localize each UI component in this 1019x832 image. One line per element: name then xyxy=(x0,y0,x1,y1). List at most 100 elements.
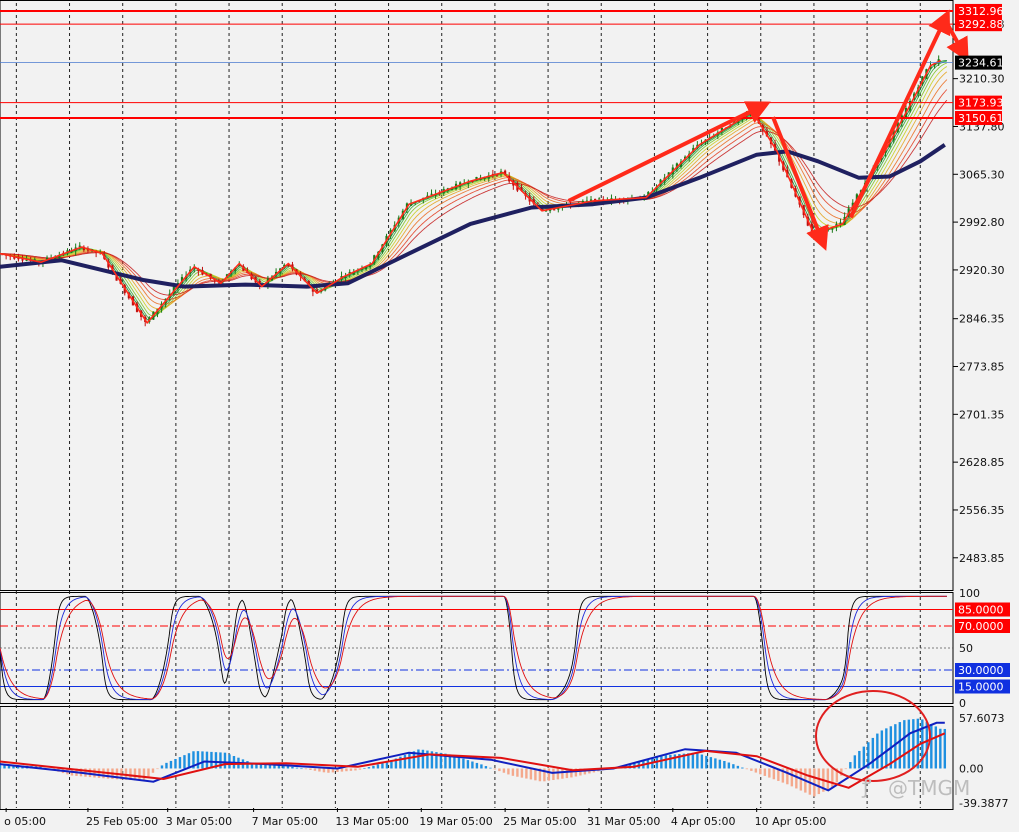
macd-histogram-bar xyxy=(930,724,933,769)
price-axis-tick-label: 2628.85 xyxy=(959,456,1005,469)
highlight-circle xyxy=(815,690,931,782)
time-axis-tick-label: 10 Apr 05:00 xyxy=(755,815,827,828)
macd-histogram-bar xyxy=(502,768,506,773)
macd-histogram-bar xyxy=(340,768,344,772)
macd-histogram-bar xyxy=(318,768,321,772)
level-price-tag-label: 3292.88 xyxy=(958,18,1004,31)
macd-histogram-bar xyxy=(138,768,141,781)
candle-body xyxy=(283,264,286,268)
macd-histogram-bar xyxy=(169,760,173,769)
macd-histogram-bar xyxy=(781,768,785,783)
oscillator-level-tag xyxy=(955,602,1010,617)
macd-histogram-bar xyxy=(723,760,726,769)
macd-histogram-bar xyxy=(322,768,326,773)
price-axis: 3292.883210.303137.803065.302992.802920.… xyxy=(953,3,1010,810)
candle-body xyxy=(544,210,548,212)
candle-body xyxy=(733,120,736,123)
macd-histogram-bar xyxy=(669,754,672,769)
macd-histogram-bar xyxy=(840,768,843,776)
level-price-tag-label: 3312.96 xyxy=(958,5,1004,18)
level-price-tag xyxy=(955,111,1002,126)
macd-histogram-bar xyxy=(372,765,375,769)
time-axis-tick-label: 25 Mar 05:00 xyxy=(503,815,576,828)
macd-histogram-bar xyxy=(556,768,560,780)
price-axis-tick-label: 2920.30 xyxy=(959,264,1005,277)
macd-histogram-bar xyxy=(570,768,573,778)
macd-histogram-bar xyxy=(925,721,929,769)
macd-histogram-bar xyxy=(732,764,735,769)
watermark-logo-icon: ꝭ xyxy=(861,774,872,798)
macd-histogram-bar xyxy=(286,766,290,769)
oscillator-level-tag xyxy=(955,619,1010,633)
macd-histogram-bar xyxy=(385,761,389,769)
macd-histogram-bar xyxy=(543,768,546,782)
macd-histogram-bar xyxy=(304,768,308,770)
time-axis-tick-label: 3 Mar 05:00 xyxy=(166,815,232,828)
macd-histogram-bar xyxy=(345,768,348,772)
candle-body xyxy=(364,266,368,270)
candle-body xyxy=(369,264,372,268)
macd-histogram-bar xyxy=(412,751,416,769)
macd-histogram-bar xyxy=(327,768,330,773)
macd-histogram-bar xyxy=(376,764,380,769)
time-axis: o 05:00 25 Feb 05:00 3 Mar 05:00 7 Mar 05:0… xyxy=(4,808,826,828)
candle-body xyxy=(25,259,28,261)
macd-histogram-bar xyxy=(403,754,407,769)
oscillator-level-tag-label: 15.0000 xyxy=(958,681,1004,694)
macd-histogram-bar xyxy=(772,768,776,780)
candle-body xyxy=(287,265,290,267)
macd-histogram-bar xyxy=(525,768,528,779)
macd-histogram-bar xyxy=(133,768,137,781)
price-axis-tick-label: 2556.35 xyxy=(959,504,1005,517)
macd-histogram-bar xyxy=(363,768,366,769)
macd-histogram-bar xyxy=(457,757,461,769)
macd-histogram-bar xyxy=(520,768,524,778)
macd-histogram-bar xyxy=(844,768,848,770)
oscillator-level-tag xyxy=(955,679,1010,694)
macd-histogram-bar xyxy=(552,768,555,781)
ribbon-ma-line xyxy=(0,99,948,296)
candle-body xyxy=(107,261,110,268)
candle-body xyxy=(344,276,347,279)
macd-histogram-bar xyxy=(673,754,677,769)
macd-histogram-bar xyxy=(205,751,209,769)
macd-histogram-bar xyxy=(898,722,902,769)
candle-body xyxy=(58,254,61,258)
macd-histogram-bar xyxy=(291,766,294,769)
stochastic-panel xyxy=(0,595,953,701)
macd-histogram-bar xyxy=(696,753,699,769)
oscillator-level-tag-label: 85.0000 xyxy=(958,604,1004,617)
time-axis-tick-label: 19 Mar 05:00 xyxy=(419,815,492,828)
macd-histogram-bar xyxy=(273,765,276,769)
candle-body xyxy=(557,208,560,210)
macd-histogram-bar xyxy=(727,762,731,769)
candle-body xyxy=(352,271,355,275)
macd-histogram-bar xyxy=(574,768,578,777)
candle-body xyxy=(520,187,523,191)
macd-histogram-bar xyxy=(480,764,483,769)
oscillator-axis-tick-label: 50 xyxy=(959,642,973,655)
macd-histogram-bar xyxy=(97,768,101,778)
macd-histogram-bar xyxy=(561,768,564,779)
macd-histogram-bar xyxy=(912,719,915,769)
price-panel xyxy=(0,9,969,327)
time-axis-tick-label: 25 Feb 05:00 xyxy=(86,815,158,828)
trend-arrow xyxy=(771,116,829,251)
price-axis-tick-label: 2846.35 xyxy=(959,313,1005,326)
macd-histogram-bar xyxy=(178,757,182,769)
candle-body xyxy=(839,222,842,224)
candle-body xyxy=(258,280,261,285)
macd-histogram-bar xyxy=(907,719,911,769)
macd-histogram-bar xyxy=(255,764,258,769)
candle-body xyxy=(675,163,679,169)
level-price-tag-label: 3150.61 xyxy=(958,112,1004,125)
macd-histogram-bar xyxy=(196,751,200,769)
macd-histogram-bar xyxy=(331,768,335,773)
macd-histogram-bar xyxy=(678,754,681,769)
macd-histogram-bar xyxy=(93,768,96,778)
macd-histogram-bar xyxy=(349,768,353,771)
macd-histogram-bar xyxy=(439,752,443,769)
price-axis-tick-label: 3210.30 xyxy=(959,73,1005,86)
